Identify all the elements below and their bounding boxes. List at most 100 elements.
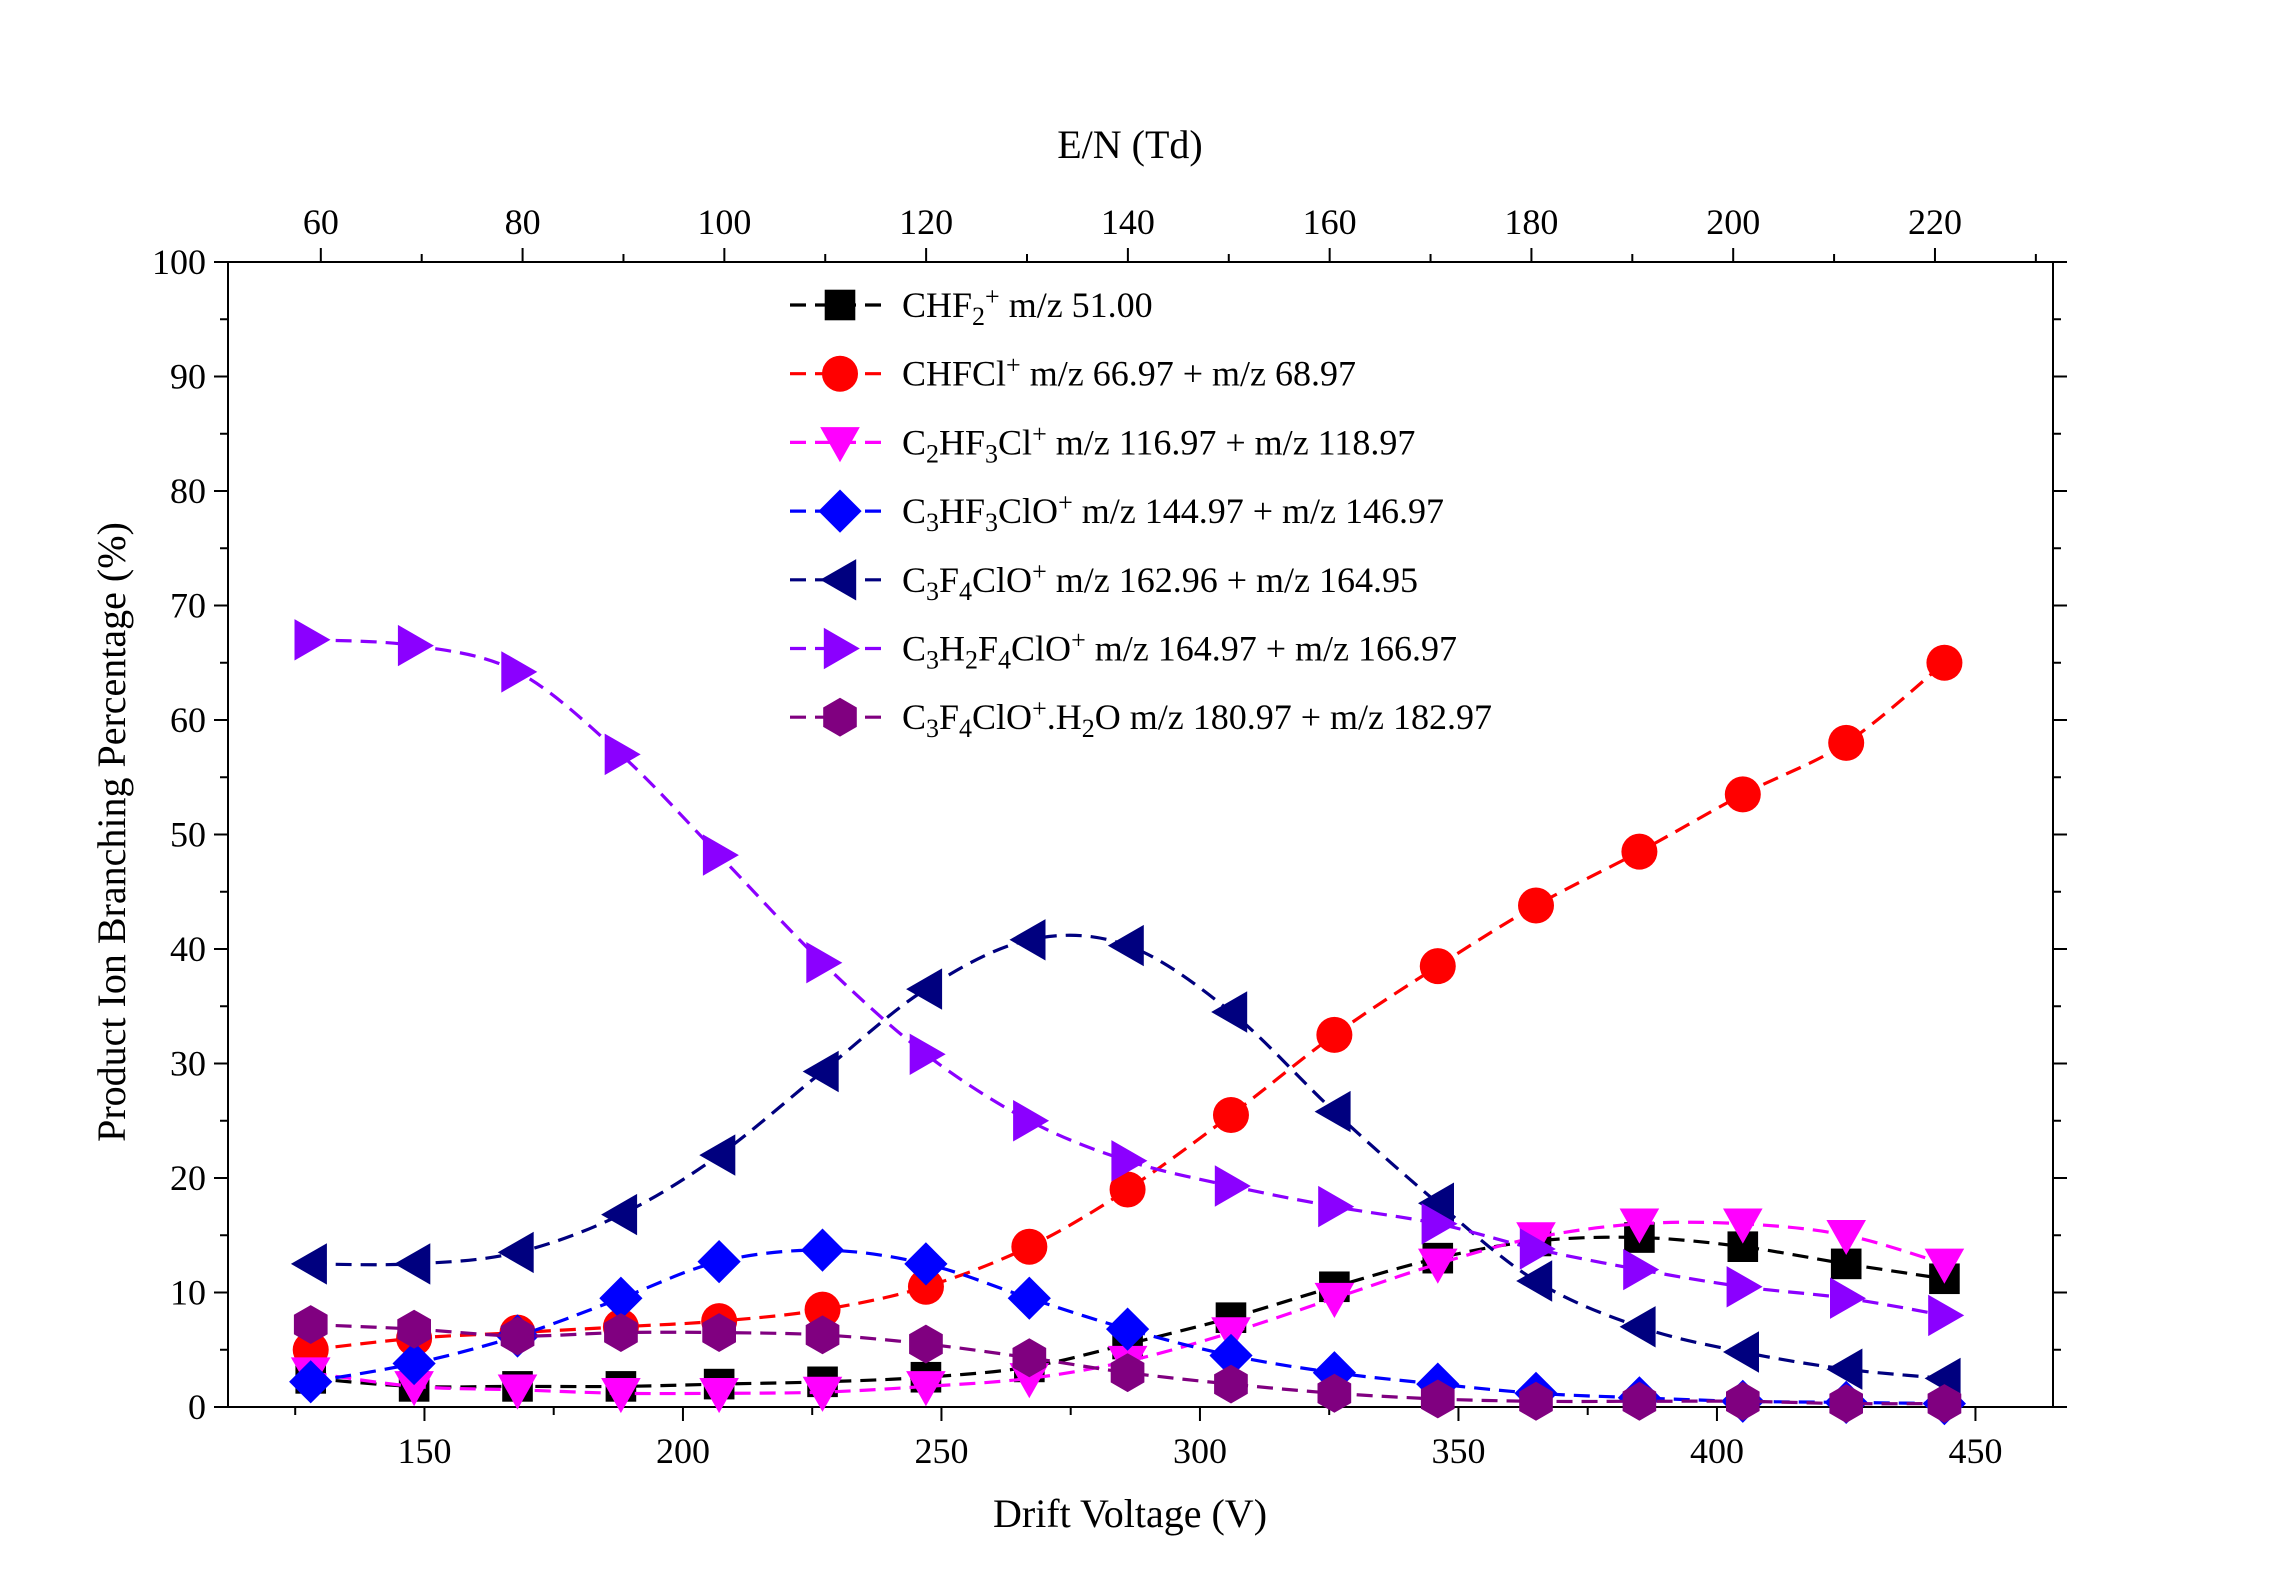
legend-label: CHFCl+ m/z 66.97 + m/z 68.97: [902, 351, 1356, 394]
data-point: [1011, 1228, 1048, 1265]
data-point: [800, 1228, 845, 1272]
data-point: [909, 1033, 946, 1075]
data-point: [1928, 1294, 1965, 1337]
data-point: [1421, 1203, 1458, 1245]
data-point: [1318, 1185, 1355, 1228]
data-point: [290, 1243, 327, 1285]
y-tick-label: 60: [170, 700, 206, 740]
series-5: [290, 919, 1961, 1400]
legend-entry-1: CHF2+ m/z 51.00: [790, 282, 1153, 331]
y-tick-label: 70: [170, 586, 206, 626]
legend-entry-4: C3HF3ClO+ m/z 144.97 + m/z 146.97: [790, 488, 1444, 537]
data-point: [500, 1316, 535, 1356]
data-point: [1009, 919, 1046, 961]
data-point: [702, 1313, 736, 1352]
x-tick-label: 300: [1173, 1431, 1227, 1471]
legend-marker: [823, 697, 857, 737]
x-axis-title: Drift Voltage (V): [993, 1491, 1267, 1536]
series-7: [293, 1305, 1962, 1423]
y-tick-label: 50: [170, 815, 206, 855]
legend-label: CHF2+ m/z 51.00: [902, 282, 1153, 330]
data-point: [802, 1050, 839, 1093]
data-point: [394, 1243, 431, 1285]
data-point: [1826, 1348, 1863, 1390]
series-4: [289, 1228, 1966, 1426]
data-point: [1212, 1097, 1249, 1134]
data-point: [802, 1376, 843, 1412]
legend-label: C3F4ClO+ m/z 162.96 + m/z 164.95: [902, 557, 1418, 605]
y-tick-label: 100: [152, 242, 206, 282]
x2-tick-label: 200: [1706, 202, 1760, 242]
data-point: [601, 1378, 641, 1414]
data-point: [1107, 924, 1144, 967]
data-point: [1111, 1140, 1148, 1182]
series-line: [310, 638, 1945, 1317]
legend: CHF2+ m/z 51.00 CHFCl+ m/z 66.97 + m/z 68…: [790, 282, 1492, 743]
y-tick-label: 90: [170, 357, 206, 397]
data-point: [1826, 1220, 1866, 1255]
x2-tick-label: 160: [1303, 202, 1357, 242]
x-tick-label: 350: [1431, 1431, 1485, 1471]
data-point: [1723, 1208, 1763, 1244]
data-point: [702, 834, 739, 876]
data-point: [293, 1305, 328, 1344]
y-tick-label: 30: [170, 1044, 206, 1084]
data-point: [1317, 1373, 1352, 1413]
data-point: [804, 1291, 841, 1328]
x2-tick-label: 80: [505, 202, 541, 242]
data-point: [1828, 724, 1865, 761]
data-point: [394, 1371, 434, 1407]
series-layer: [289, 619, 1966, 1426]
data-point: [1726, 1266, 1763, 1308]
data-point: [1926, 644, 1963, 681]
legend-marker: [818, 489, 862, 533]
x2-tick-label: 140: [1101, 202, 1155, 242]
legend-label: C3H2F4ClO+ m/z 164.97 + m/z 166.97: [902, 626, 1457, 674]
data-point: [699, 1378, 739, 1414]
data-point: [1314, 1090, 1351, 1133]
data-point: [1420, 1379, 1455, 1419]
data-point: [1013, 1100, 1050, 1142]
data-point: [1621, 833, 1658, 870]
data-point: [501, 651, 538, 693]
data-point: [906, 1371, 946, 1407]
data-point: [604, 1313, 638, 1352]
y-tick-label: 40: [170, 929, 206, 969]
data-point: [1829, 1384, 1863, 1423]
data-point: [599, 1276, 643, 1320]
legend-marker: [820, 427, 860, 463]
data-point: [699, 1134, 736, 1176]
data-point: [497, 1231, 534, 1274]
x2-tick-label: 120: [899, 202, 953, 242]
data-point: [907, 1268, 944, 1305]
data-point: [1724, 776, 1761, 813]
data-point: [601, 1193, 638, 1236]
data-point: [1619, 1208, 1660, 1244]
data-point: [1419, 948, 1456, 985]
data-point: [1723, 1331, 1759, 1373]
y-tick-label: 10: [170, 1273, 206, 1313]
y-tick-label: 0: [188, 1387, 206, 1427]
x-tick-label: 200: [656, 1431, 710, 1471]
legend-label: C3F4ClO+.H2O m/z 180.97 + m/z 182.97: [902, 695, 1492, 743]
y-axis: 0 10 20 30 40 50 60 70 80 90 100: [152, 242, 2067, 1427]
data-point: [1009, 1363, 1050, 1399]
data-point: [1418, 1248, 1458, 1284]
data-point: [397, 624, 434, 667]
x-axis: 150 200 250 300 350 400 450: [294, 1407, 2002, 1471]
data-point: [1214, 1364, 1248, 1404]
data-point: [1519, 1381, 1553, 1421]
data-point: [697, 1240, 741, 1284]
data-point: [1619, 1306, 1656, 1348]
data-point: [1726, 1381, 1760, 1421]
series-2: [292, 644, 1963, 1368]
x2-tick-label: 180: [1504, 202, 1558, 242]
y-axis-title: Product Ion Branching Percentage (%): [89, 522, 134, 1142]
data-point: [1110, 1353, 1145, 1393]
x-tick-label: 150: [397, 1431, 451, 1471]
data-point: [1418, 1182, 1454, 1224]
data-point: [1106, 1307, 1150, 1351]
data-point: [392, 1341, 436, 1386]
data-point: [805, 1315, 840, 1355]
data-point: [1316, 1016, 1353, 1053]
